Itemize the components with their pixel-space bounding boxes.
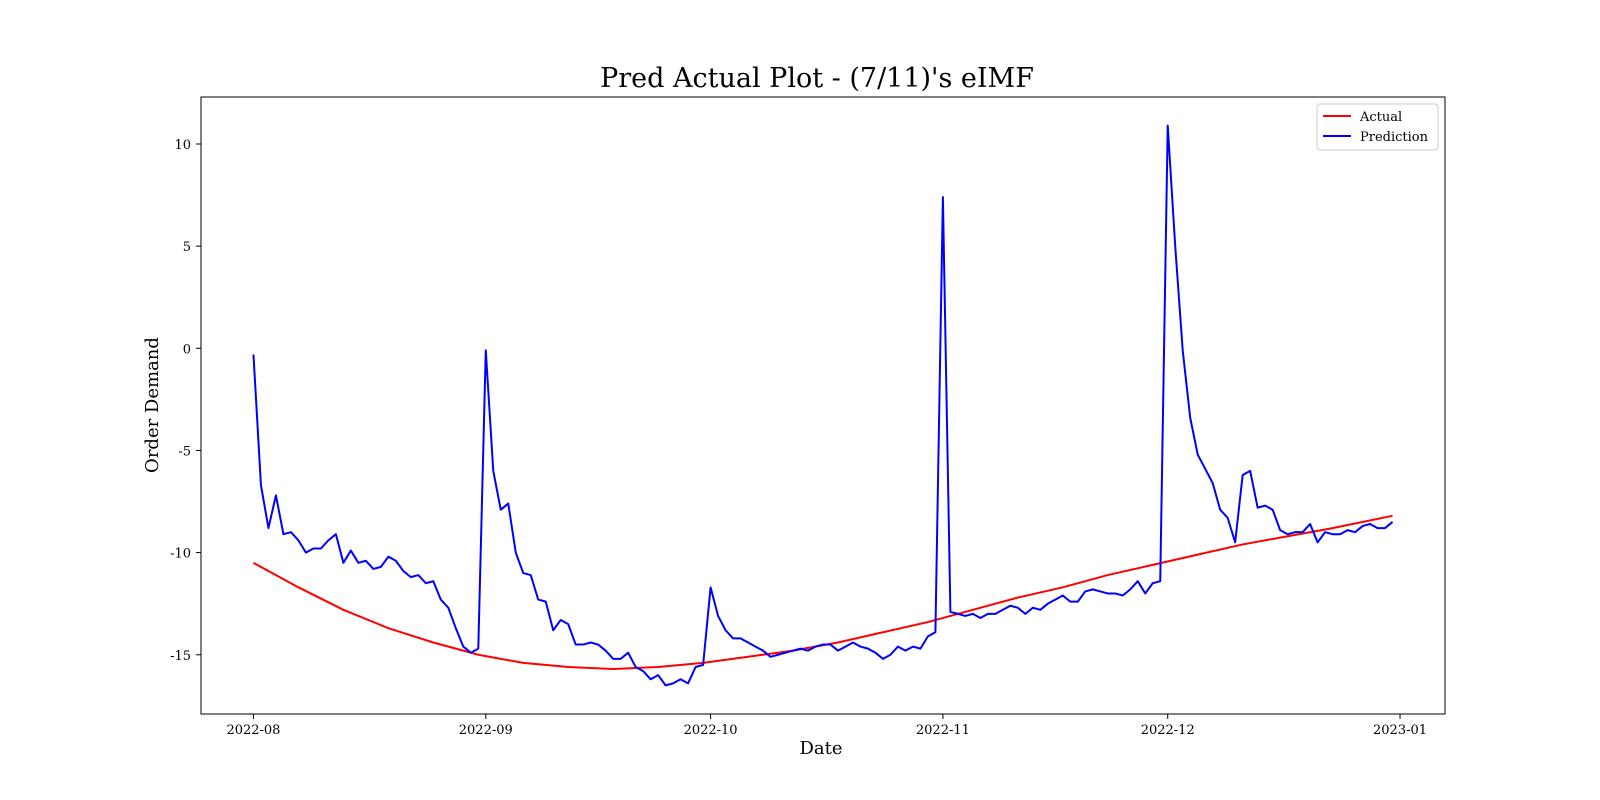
plot-area bbox=[252, 124, 1394, 687]
x-tick-label: 2023-01 bbox=[1373, 723, 1427, 738]
x-tick-label: 2022-08 bbox=[226, 723, 280, 738]
plot-frame bbox=[200, 96, 1446, 715]
legend: Actual Prediction bbox=[1316, 103, 1439, 151]
y-tick-label: 0 bbox=[183, 342, 191, 357]
x-axis: 2022-08 2022-09 2022-10 2022-11 2022-12 2023-… bbox=[226, 714, 1427, 738]
chart-title: Pred Actual Plot - (7/11)'s eIMF bbox=[600, 63, 1034, 94]
y-tick-label: -5 bbox=[178, 444, 191, 459]
y-tick-label: 5 bbox=[183, 240, 191, 255]
x-tick-label: 2022-09 bbox=[459, 723, 513, 738]
x-tick-label: 2022-10 bbox=[684, 723, 738, 738]
y-axis-label: Order Demand bbox=[142, 337, 163, 473]
series-line-prediction bbox=[252, 124, 1394, 687]
legend-label-prediction: Prediction bbox=[1360, 130, 1429, 145]
y-tick-label: -10 bbox=[170, 547, 191, 562]
x-tick-label: 2022-11 bbox=[916, 723, 970, 738]
x-axis-label: Date bbox=[799, 738, 842, 759]
x-tick-label: 2022-12 bbox=[1141, 723, 1195, 738]
y-axis: 10 5 0 -5 -10 -15 bbox=[170, 138, 201, 664]
legend-label-actual: Actual bbox=[1359, 110, 1402, 125]
y-tick-label: -15 bbox=[170, 649, 191, 664]
series-line-actual bbox=[252, 514, 1393, 671]
y-tick-label: 10 bbox=[174, 138, 191, 153]
